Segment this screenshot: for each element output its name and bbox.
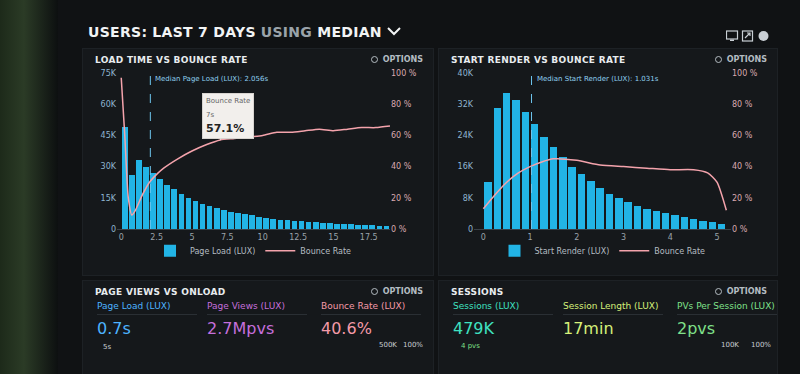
html-text:PAGE VIEWS VS ONLOAD: PAGE VIEWS VS ONLOAD <box>95 287 226 297</box>
html-text:100%: 100% <box>751 341 771 349</box>
html-text:START RENDER VS BOUNCE RATE: START RENDER VS BOUNCE RATE <box>451 55 626 65</box>
svg-text:2: 2 <box>574 233 579 242</box>
html-text:USERS: LAST 7 DAYS USING MEDIA: USERS: LAST 7 DAYS USING MEDIAN <box>88 24 382 40</box>
svg-text:0 %: 0 % <box>391 225 407 234</box>
svg-text:8K: 8K <box>463 194 474 203</box>
svg-text:Page Load (LUX): Page Load (LUX) <box>190 247 255 256</box>
svg-text:0: 0 <box>111 225 116 234</box>
html-text:LOAD TIME VS BOUNCE RATE: LOAD TIME VS BOUNCE RATE <box>95 55 248 65</box>
html-text:479K: 479K <box>453 319 494 338</box>
svg-text:1: 1 <box>528 233 533 242</box>
svg-text:16K: 16K <box>458 162 474 171</box>
svg-text:60 %: 60 % <box>732 131 753 140</box>
html-text:2.7Mpvs: 2.7Mpvs <box>207 319 275 338</box>
svg-text:20 %: 20 % <box>391 194 412 203</box>
svg-text:5: 5 <box>714 233 719 242</box>
html-text:SESSIONS: SESSIONS <box>451 287 504 297</box>
html-text:OPTIONS: OPTIONS <box>726 55 767 64</box>
svg-text:Bounce Rate: Bounce Rate <box>654 247 705 256</box>
html-text:PVs Per Session (LUX): PVs Per Session (LUX) <box>677 301 775 311</box>
svg-text:24K: 24K <box>458 131 474 140</box>
html-text:2pvs: 2pvs <box>677 319 716 338</box>
svg-text:4: 4 <box>668 233 673 242</box>
html-text:5s: 5s <box>103 343 112 351</box>
svg-text:17.5: 17.5 <box>360 233 378 242</box>
svg-text:20 %: 20 % <box>732 194 753 203</box>
svg-text:100 %: 100 % <box>732 69 758 78</box>
svg-text:Bounce Rate: Bounce Rate <box>300 247 351 256</box>
svg-text:Median Page Load (LUX): 2.056s: Median Page Load (LUX): 2.056s <box>155 75 268 83</box>
svg-text:60K: 60K <box>101 100 117 109</box>
html-text:Page Load (LUX): Page Load (LUX) <box>97 301 171 311</box>
svg-text:5: 5 <box>189 233 194 242</box>
svg-text:3: 3 <box>621 233 626 242</box>
html-text:100%: 100% <box>403 341 423 349</box>
html-text:0.7s: 0.7s <box>97 319 131 338</box>
svg-text:40 %: 40 % <box>732 162 753 171</box>
html-text:Sessions (LUX): Sessions (LUX) <box>453 301 520 311</box>
html-text:OPTIONS: OPTIONS <box>382 55 423 64</box>
svg-text:40K: 40K <box>458 69 474 78</box>
svg-text:2.5: 2.5 <box>150 233 163 242</box>
svg-text:0 %: 0 % <box>732 225 748 234</box>
svg-text:60 %: 60 % <box>391 131 412 140</box>
svg-text:Median Start Render (LUX): 1.0: Median Start Render (LUX): 1.031s <box>537 75 659 83</box>
svg-text:15: 15 <box>328 233 338 242</box>
svg-text:45K: 45K <box>101 131 117 140</box>
html-text:Bounce Rate (LUX): Bounce Rate (LUX) <box>321 301 406 311</box>
svg-text:15K: 15K <box>101 194 117 203</box>
svg-text:80 %: 80 % <box>732 100 753 109</box>
svg-text:12.5: 12.5 <box>289 233 307 242</box>
svg-text:7.5: 7.5 <box>221 233 234 242</box>
svg-text:10: 10 <box>258 233 268 242</box>
svg-text:0: 0 <box>481 233 486 242</box>
svg-text:0: 0 <box>468 225 473 234</box>
svg-text:30K: 30K <box>101 162 117 171</box>
svg-text:Bounce Rate7s57.1%: Bounce Rate7s57.1% <box>206 97 250 135</box>
html-text:4 pvs: 4 pvs <box>461 342 480 350</box>
svg-text:0: 0 <box>119 233 124 242</box>
html-text:Page Views (LUX): Page Views (LUX) <box>207 301 285 311</box>
svg-text:Start Render (LUX): Start Render (LUX) <box>535 247 610 256</box>
svg-text:40 %: 40 % <box>391 162 412 171</box>
svg-text:32K: 32K <box>458 100 474 109</box>
svg-text:75K: 75K <box>101 69 117 78</box>
html-text:Session Length (LUX): Session Length (LUX) <box>563 301 659 311</box>
html-text:17min: 17min <box>563 319 614 338</box>
html-text:500K: 500K <box>379 341 397 349</box>
html-text:100K: 100K <box>721 341 739 349</box>
svg-text:80 %: 80 % <box>391 100 412 109</box>
svg-text:100 %: 100 % <box>391 69 417 78</box>
html-text:40.6%: 40.6% <box>321 319 372 338</box>
html-text:OPTIONS: OPTIONS <box>382 287 423 296</box>
html-text:OPTIONS: OPTIONS <box>726 287 767 296</box>
